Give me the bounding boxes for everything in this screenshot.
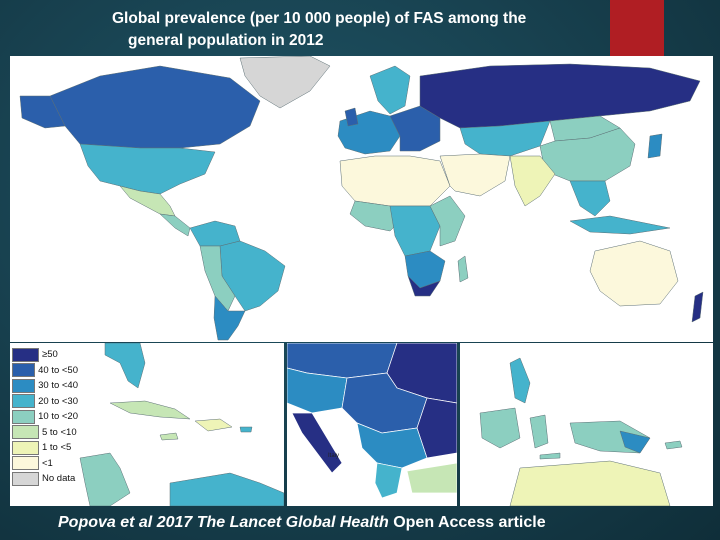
legend-swatch <box>12 425 39 440</box>
legend-label: 10 to <20 <box>38 411 78 423</box>
north-africa <box>339 155 451 207</box>
borneo <box>479 407 521 449</box>
legend-label: 30 to <40 <box>38 380 78 392</box>
legend-item: 1 to <5 <box>12 440 78 456</box>
italy <box>291 412 343 474</box>
world-map-svg <box>10 56 713 342</box>
south-america-inset <box>169 472 284 506</box>
andes <box>199 245 236 312</box>
europe-southeast <box>416 397 457 459</box>
citation-footer: Popova et al 2017 The Lancet Global Heal… <box>58 514 546 532</box>
sulawesi <box>529 414 549 449</box>
legend-label: 20 to <30 <box>38 395 78 407</box>
australia-inset <box>509 460 671 506</box>
uk <box>344 107 359 127</box>
legend-item: 30 to <40 <box>12 378 78 394</box>
japan <box>647 133 663 159</box>
southeast-asia-inset-map <box>460 343 713 506</box>
legend-item: No data <box>12 471 78 487</box>
legend-item: 5 to <10 <box>12 425 78 441</box>
title-line-2: general population in 2012 <box>128 32 324 49</box>
europe-inset: Italy <box>287 343 457 506</box>
australia <box>589 240 679 307</box>
hispaniola <box>194 418 233 432</box>
legend-swatch <box>12 456 39 471</box>
italy-inset-label: Italy <box>328 453 340 459</box>
sea <box>287 442 368 506</box>
legend-item: 40 to <50 <box>12 363 78 379</box>
cuba <box>109 400 191 420</box>
china <box>539 127 636 182</box>
legend-swatch <box>12 440 39 455</box>
turkey <box>406 462 457 494</box>
east-africa <box>429 195 466 247</box>
philippines <box>509 357 531 404</box>
madagascar <box>457 255 469 283</box>
alaska <box>19 95 66 129</box>
indonesia <box>569 215 671 235</box>
puerto-rico <box>239 426 253 433</box>
legend-label: ≥50 <box>42 349 58 361</box>
legend-swatch <box>12 471 39 486</box>
map-legend: ≥50 40 to <50 30 to <40 20 to <30 10 to … <box>12 347 78 487</box>
legend-swatch <box>12 409 36 424</box>
argentina-chile <box>213 295 246 341</box>
southeast-asia-inset <box>460 343 713 506</box>
papua-east <box>619 430 651 454</box>
world-map <box>10 56 713 342</box>
middle-east <box>439 153 511 197</box>
legend-item: <1 <box>12 456 78 472</box>
jamaica <box>159 432 179 441</box>
legend-swatch <box>12 347 39 362</box>
slide-title: Global prevalence (per 10 000 people) of… <box>112 8 612 52</box>
legend-label: 1 to <5 <box>42 442 72 454</box>
india <box>509 155 556 207</box>
south-africa <box>407 275 441 297</box>
southeast-asia <box>569 180 611 217</box>
legend-swatch <box>12 394 36 409</box>
title-line-1: Global prevalence (per 10 000 people) of… <box>112 10 527 27</box>
legend-label: <1 <box>42 457 53 469</box>
scandinavia <box>369 65 411 115</box>
europe-inset-map <box>287 343 457 506</box>
legend-item: 20 to <30 <box>12 394 78 410</box>
timor <box>539 452 561 460</box>
legend-label: 40 to <50 <box>38 364 78 376</box>
legend-item: 10 to <20 <box>12 409 78 425</box>
greece <box>374 462 403 499</box>
accent-block <box>610 0 664 56</box>
legend-item: ≥50 <box>12 347 78 363</box>
central-america <box>159 213 191 237</box>
legend-label: No data <box>42 473 76 485</box>
citation-source: Popova et al 2017 The Lancet Global Heal… <box>58 514 389 531</box>
russia <box>419 63 701 129</box>
central-asia <box>459 120 551 157</box>
legend-label: 5 to <10 <box>42 426 77 438</box>
citation-access: Open Access article <box>388 514 546 531</box>
balkans <box>356 422 428 469</box>
greenland <box>239 56 331 109</box>
legend-swatch <box>12 378 36 393</box>
solomon-islands <box>664 440 683 450</box>
usa <box>79 143 216 195</box>
central-america-inset <box>79 452 131 506</box>
florida <box>104 343 146 389</box>
legend-swatch <box>12 363 36 378</box>
new-zealand <box>691 291 704 323</box>
